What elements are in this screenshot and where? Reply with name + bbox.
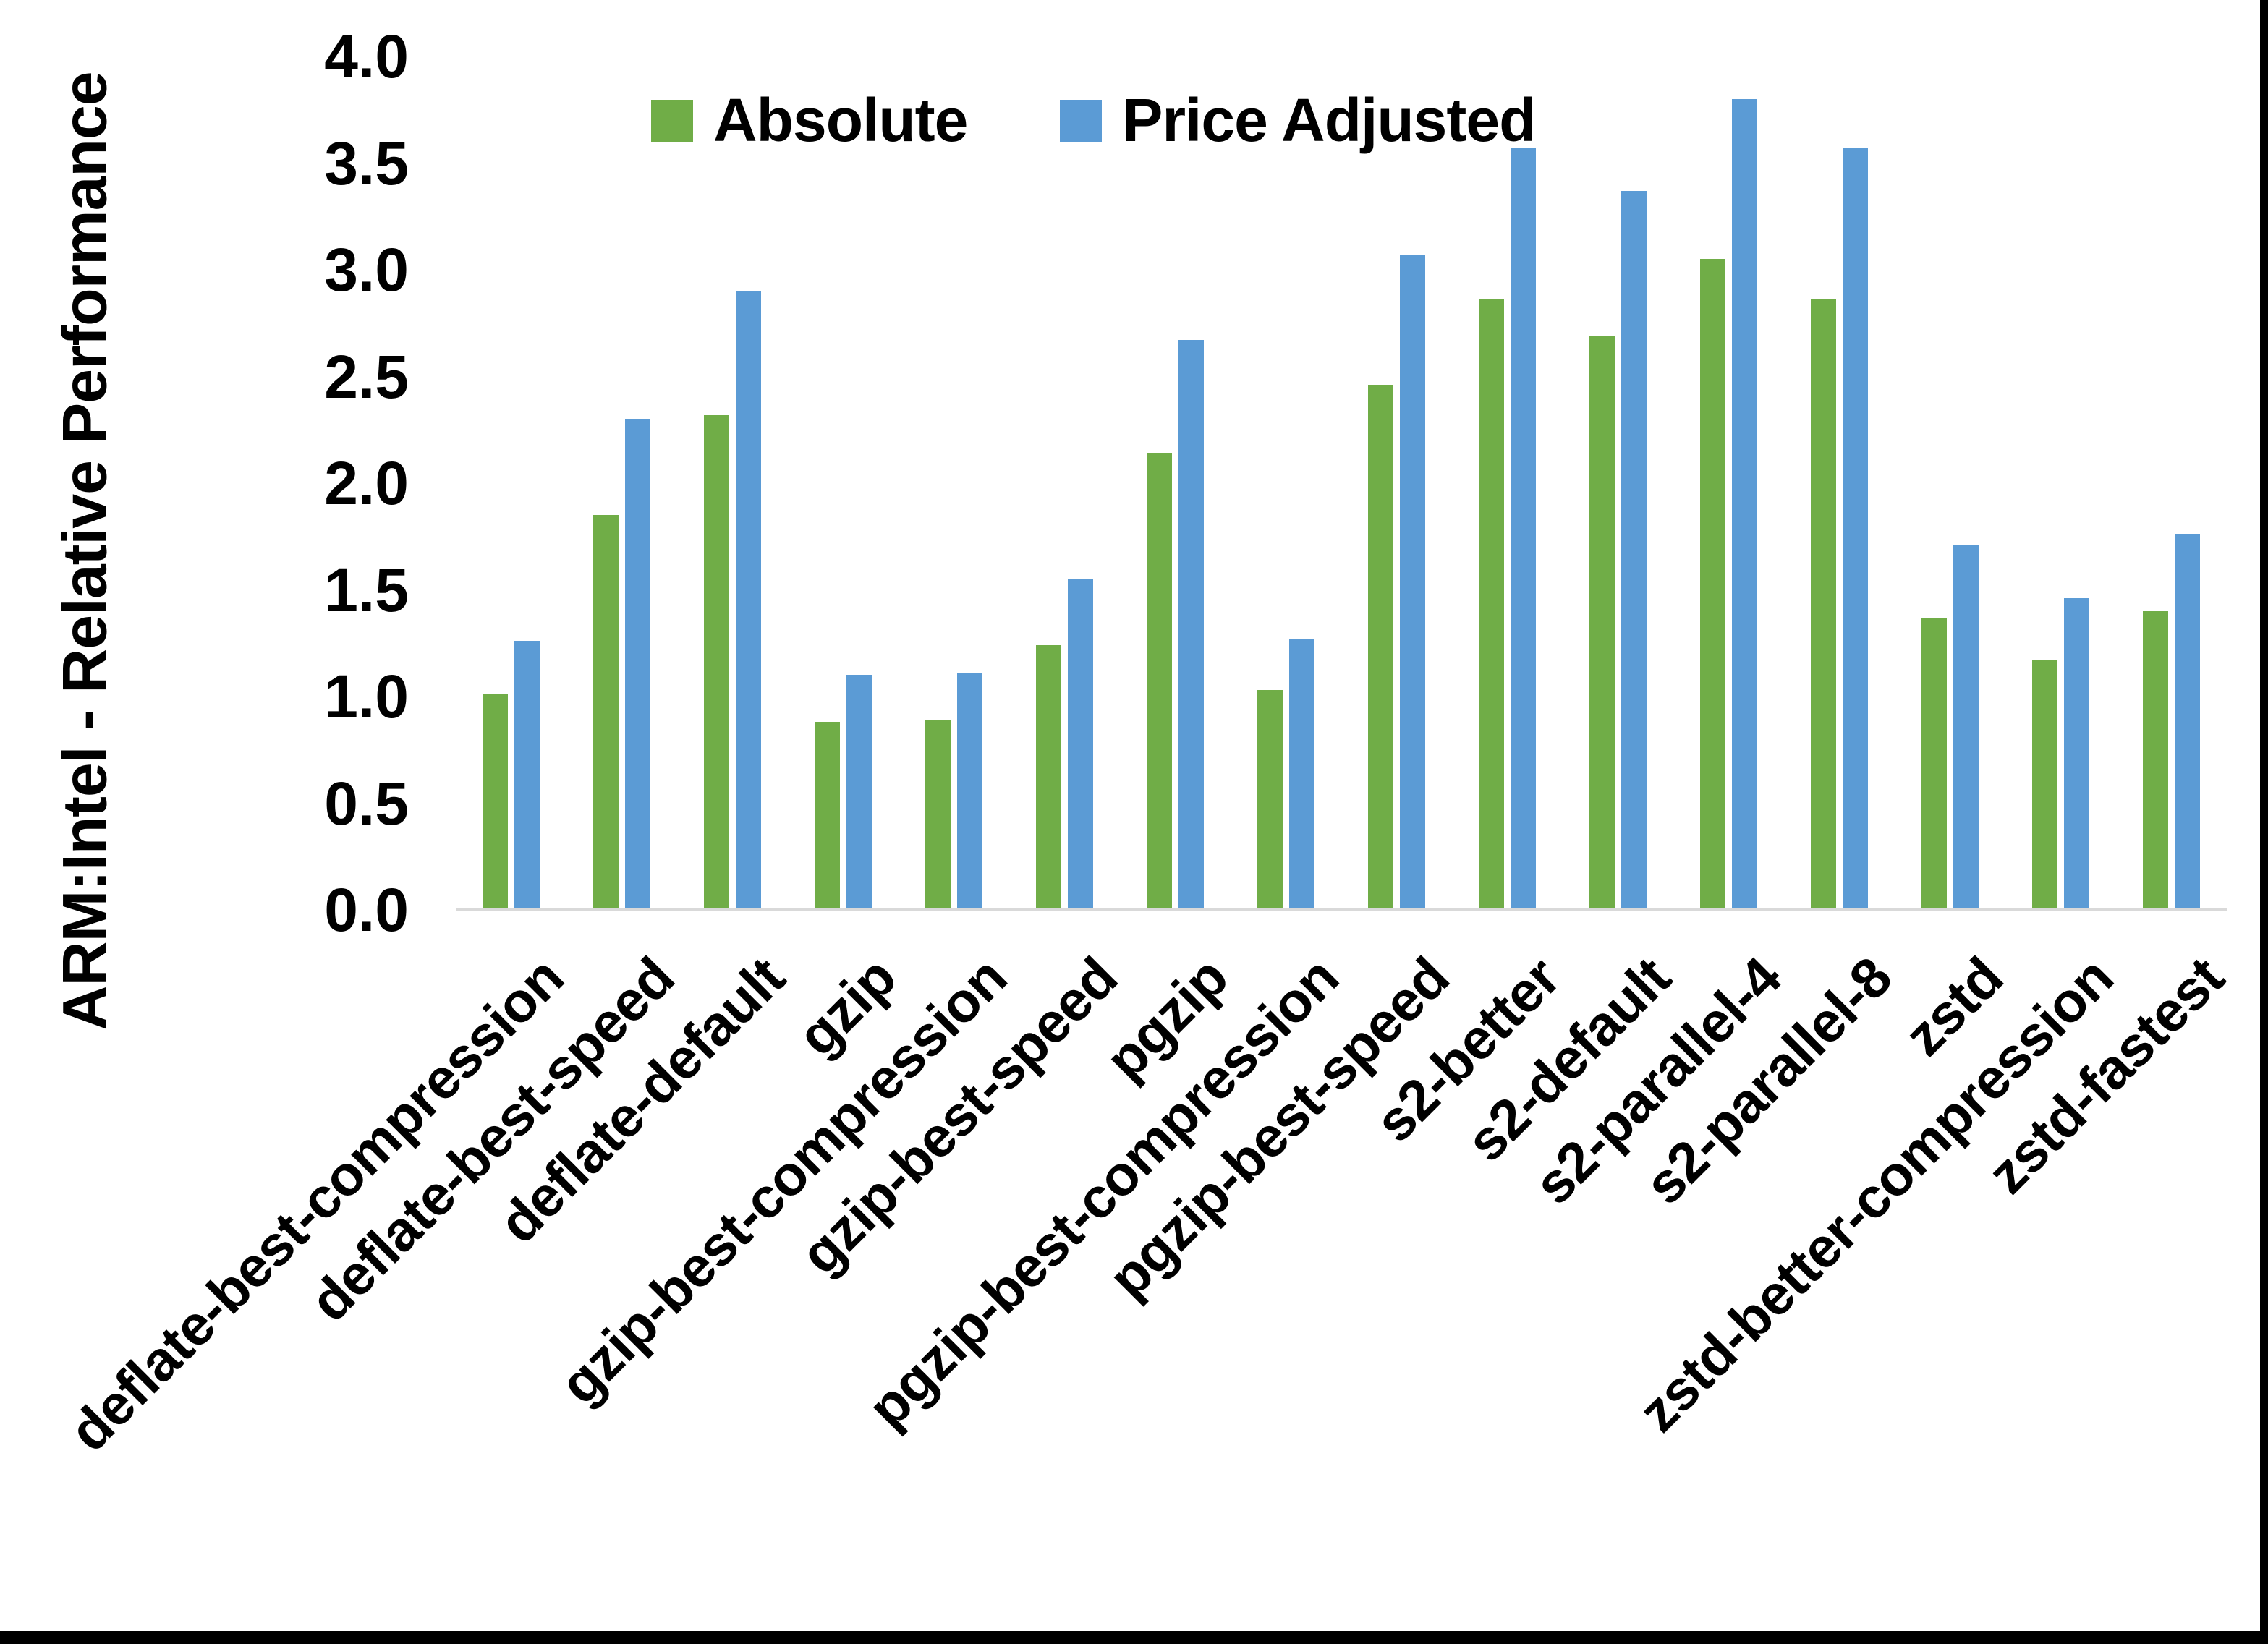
bar-pgzip-price-adjusted (1178, 340, 1204, 910)
y-tick-label-2.5: 2.5 (324, 342, 409, 411)
legend-item-price-adjusted: Price Adjusted (1060, 85, 1536, 156)
bar-s2-parallel-8-price-adjusted (1843, 148, 1868, 910)
legend-label: Absolute (713, 86, 968, 154)
y-tick-label-0.0: 0.0 (324, 876, 409, 944)
bar-s2-default-absolute (1589, 336, 1615, 910)
x-axis-line (456, 908, 2227, 911)
bar-gzip-best-compression-price-adjusted (957, 673, 982, 910)
bar-s2-better-absolute (1479, 299, 1504, 910)
bar-s2-parallel-4-absolute (1700, 259, 1725, 910)
bar-zstd-absolute (1921, 618, 1947, 910)
y-tick-label-2.0: 2.0 (324, 449, 409, 517)
y-tick-label-1.0: 1.0 (324, 663, 409, 731)
legend-item-absolute: Absolute (651, 85, 968, 156)
bar-s2-better-price-adjusted (1511, 148, 1536, 910)
y-tick-label-3.5: 3.5 (324, 129, 409, 197)
bar-deflate-best-speed-absolute (593, 515, 619, 910)
bar-deflate-best-compression-absolute (483, 694, 508, 910)
y-tick-label-4.0: 4.0 (324, 22, 409, 90)
bar-gzip-best-speed-price-adjusted (1068, 579, 1093, 910)
bar-zstd-price-adjusted (1953, 545, 1979, 910)
bar-s2-default-price-adjusted (1621, 191, 1647, 910)
bar-s2-parallel-4-price-adjusted (1732, 99, 1757, 910)
bar-zstd-better-compression-absolute (2032, 660, 2057, 910)
bar-gzip-absolute (815, 722, 840, 910)
bar-pgzip-best-compression-price-adjusted (1289, 639, 1314, 910)
bar-deflate-default-absolute (704, 415, 729, 910)
bar-deflate-best-compression-price-adjusted (514, 641, 540, 910)
bar-s2-parallel-8-absolute (1811, 299, 1836, 910)
legend-swatch-icon (651, 99, 693, 142)
legend-label: Price Adjusted (1122, 86, 1536, 154)
legend-swatch-icon (1060, 99, 1103, 142)
legend: Absolute Price Adjusted (651, 85, 1536, 156)
bar-pgzip-absolute (1147, 453, 1172, 910)
bar-pgzip-best-compression-absolute (1257, 690, 1283, 910)
bar-gzip-best-compression-absolute (925, 720, 951, 910)
bar-pgzip-best-speed-absolute (1368, 385, 1393, 910)
bar-gzip-best-speed-absolute (1036, 645, 1061, 910)
y-axis-title: ARM:Intel - Relative Performance (50, 72, 120, 1031)
y-tick-label-0.5: 0.5 (324, 769, 409, 838)
bar-zstd-fastest-price-adjusted (2175, 534, 2200, 910)
screen-border-right (2260, 0, 2268, 1644)
bar-gzip-price-adjusted (846, 675, 872, 910)
bar-deflate-default-price-adjusted (736, 291, 761, 910)
bar-zstd-fastest-absolute (2143, 611, 2168, 910)
screen-border-bottom (0, 1631, 2268, 1644)
y-tick-label-3.0: 3.0 (324, 236, 409, 304)
bar-pgzip-best-speed-price-adjusted (1400, 255, 1425, 910)
bar-deflate-best-speed-price-adjusted (625, 419, 650, 910)
y-tick-label-1.5: 1.5 (324, 555, 409, 624)
bar-zstd-better-compression-price-adjusted (2064, 598, 2089, 910)
